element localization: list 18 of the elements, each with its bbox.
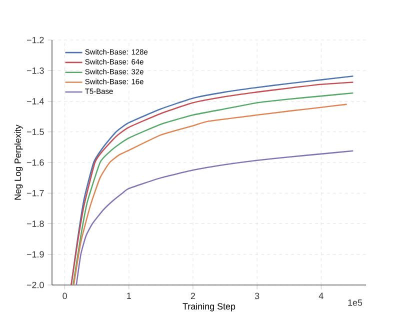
x-tick-label: 4 xyxy=(318,292,324,299)
x-tick-label: 1 xyxy=(127,292,131,299)
y-tick-label: −1.7 xyxy=(26,190,44,196)
y-tick-label: −2.0 xyxy=(26,282,44,288)
x-tick-label: 3 xyxy=(254,292,260,300)
y-tick-label: −1.2 xyxy=(26,36,44,44)
y-axis-title: Neg Log Perplexity xyxy=(14,124,23,200)
y-tick-label: −1.3 xyxy=(26,67,44,74)
y-tick-label: −1.9 xyxy=(26,251,44,258)
line-series xyxy=(76,150,354,285)
y-tick-label: −1.6 xyxy=(26,159,44,166)
y-tick-label: −1.4 xyxy=(26,98,44,104)
x-tick-label: 0 xyxy=(62,292,67,300)
x-axis-title: Training Step xyxy=(182,302,236,312)
y-tick-label: −1.5 xyxy=(26,128,44,136)
x-tick-label: 2 xyxy=(190,292,196,300)
y-tick-label: −1.8 xyxy=(26,220,44,227)
text: 1e5 xyxy=(348,300,362,306)
